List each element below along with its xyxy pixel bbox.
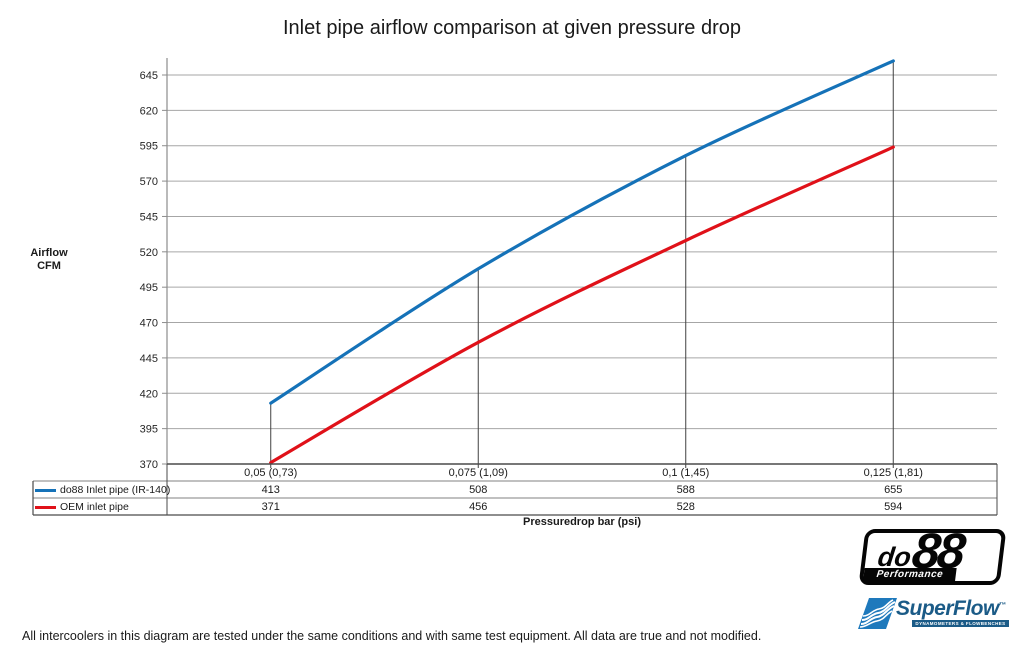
disclaimer-note: All intercoolers in this diagram are tes… <box>22 629 762 643</box>
legend-label-do88: do88 Inlet pipe (IR-140) <box>60 484 171 496</box>
y-axis-title: Airflow CFM <box>30 247 68 272</box>
category-label: 0,125 (1,81) <box>863 467 923 479</box>
svg-text:420: 420 <box>140 388 158 400</box>
svg-text:645: 645 <box>140 70 158 82</box>
svg-text:520: 520 <box>140 247 158 259</box>
svg-text:545: 545 <box>140 211 158 223</box>
x-axis-title: Pressuredrop bar (psi) <box>523 516 641 528</box>
svg-text:495: 495 <box>140 282 158 294</box>
svg-text:370: 370 <box>140 459 158 471</box>
table-value: 413 <box>261 484 280 496</box>
superflow-tagline-bar: DYNAMOMETERS & FLOWBENCHES <box>912 620 1009 627</box>
do88-logo-text: do 88 <box>876 523 966 579</box>
svg-text:470: 470 <box>140 318 158 330</box>
svg-text:595: 595 <box>140 141 158 153</box>
trademark-symbol: ™ <box>998 602 1006 609</box>
do88-line-swatch <box>35 488 56 492</box>
category-label: 0,05 (0,73) <box>244 467 298 479</box>
superflow-logo: SuperFlow™ DYNAMOMETERS & FLOWBENCHES <box>858 597 1010 631</box>
oem-line-swatch <box>35 505 56 509</box>
table-value: 456 <box>469 501 488 513</box>
category-label: 0,1 (1,45) <box>662 467 710 479</box>
do88-logo-do: do <box>876 542 913 573</box>
svg-text:620: 620 <box>140 105 158 117</box>
table-value: 594 <box>884 501 903 513</box>
superflow-waves-icon <box>858 598 897 629</box>
table-value: 508 <box>469 484 488 496</box>
legend-item-oem: OEM inlet pipe <box>35 499 165 515</box>
legend-label-oem: OEM inlet pipe <box>60 501 129 513</box>
table-value: 371 <box>261 501 280 513</box>
svg-text:570: 570 <box>140 176 158 188</box>
table-value: 528 <box>676 501 695 513</box>
do88-performance-bar: Performance <box>863 568 957 581</box>
svg-text:445: 445 <box>140 353 158 365</box>
table-value: 655 <box>884 484 903 496</box>
category-label: 0,075 (1,09) <box>448 467 508 479</box>
do88-logo-88: 88 <box>909 523 966 579</box>
chart-title: Inlet pipe airflow comparison at given p… <box>282 17 742 39</box>
svg-text:395: 395 <box>140 424 158 436</box>
legend-item-do88: do88 Inlet pipe (IR-140) <box>35 482 170 498</box>
do88-logo: do 88 Performance <box>858 523 1007 585</box>
superflow-logo-text: SuperFlow™ <box>896 597 1006 620</box>
table-value: 588 <box>676 484 695 496</box>
